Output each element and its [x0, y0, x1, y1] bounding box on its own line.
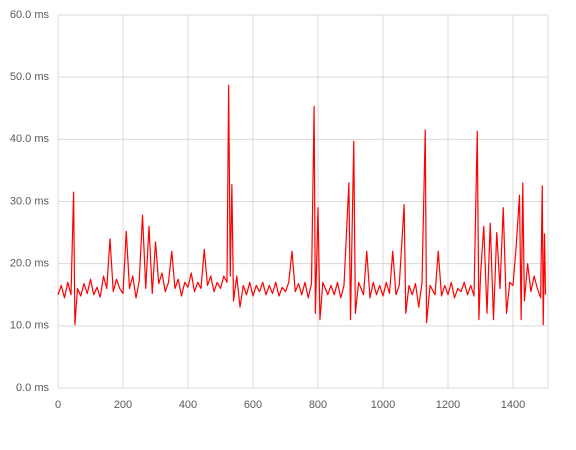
x-tick-label: 800	[309, 399, 327, 411]
x-tick-label: 600	[244, 399, 262, 411]
x-tick-label: 200	[114, 399, 132, 411]
x-tick-label: 1000	[371, 399, 395, 411]
x-tick-label: 1400	[501, 399, 525, 411]
y-tick-label: 30.0 ms	[10, 195, 50, 207]
x-tick-label: 400	[179, 399, 197, 411]
y-tick-label: 50.0 ms	[10, 71, 50, 83]
x-tick-label: 1200	[436, 399, 460, 411]
y-tick-label: 20.0 ms	[10, 258, 50, 270]
y-tick-label: 40.0 ms	[10, 133, 50, 145]
y-tick-label: 60.0 ms	[10, 9, 50, 21]
y-tick-label: 0.0 ms	[16, 382, 50, 394]
x-tick-label: 0	[55, 399, 61, 411]
frame-time-line	[57, 84, 547, 326]
y-tick-label: 10.0 ms	[10, 320, 50, 332]
